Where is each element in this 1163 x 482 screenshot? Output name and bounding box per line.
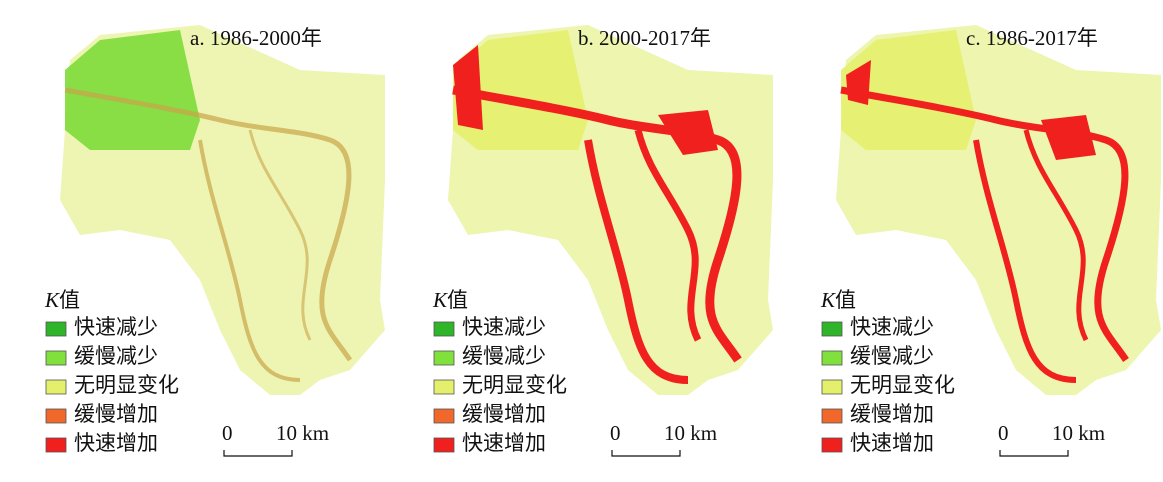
scale-end: 10 km	[1052, 421, 1105, 445]
legend-label: 缓慢减少	[850, 344, 934, 368]
scale-bar	[999, 450, 1069, 457]
legend-title: K值	[44, 288, 80, 312]
legend-swatch	[433, 321, 455, 337]
legend-swatch	[433, 408, 455, 424]
legend-swatch	[433, 437, 455, 453]
panel-title: a. 1986-2000年	[190, 26, 322, 50]
legend-label: 快速增加	[850, 431, 934, 455]
scale-bar	[223, 450, 293, 457]
legend-label: 缓慢增加	[850, 402, 934, 426]
map-a	[60, 25, 385, 395]
legend-label: 无明显变化	[462, 373, 567, 397]
legend-swatch	[45, 437, 67, 453]
legend-swatch	[821, 437, 843, 453]
scale-start: 0	[998, 421, 1009, 445]
legend-title-text: 值	[59, 288, 80, 312]
scale-end: 10 km	[664, 421, 717, 445]
scale-start: 0	[610, 421, 621, 445]
legend-label: 缓慢减少	[74, 344, 158, 368]
legend-swatch	[433, 350, 455, 366]
legend-swatch	[821, 408, 843, 424]
legend-symbol: K	[432, 288, 448, 312]
legend-title-text: 值	[835, 288, 856, 312]
legend-symbol: K	[44, 288, 60, 312]
legend-swatch	[45, 350, 67, 366]
panel-title: b. 2000-2017年	[578, 26, 711, 50]
legend-symbol: K	[820, 288, 836, 312]
legend-label: 缓慢减少	[462, 344, 546, 368]
scale-start: 0	[222, 421, 233, 445]
legend-label: 缓慢增加	[74, 402, 158, 426]
legend-title: K值	[432, 288, 468, 312]
legend-swatch	[45, 379, 67, 395]
panel-title: c. 1986-2017年	[966, 26, 1098, 50]
scale-bar	[611, 450, 681, 457]
legend-label: 快速减少	[74, 315, 158, 339]
legend-swatch	[45, 321, 67, 337]
legend-swatch	[821, 350, 843, 366]
legend-label: 无明显变化	[74, 373, 179, 397]
legend-title-text: 值	[447, 288, 468, 312]
legend-label: 缓慢增加	[462, 402, 546, 426]
legend-title: K值	[820, 288, 856, 312]
legend-label: 快速减少	[850, 315, 934, 339]
legend-label: 快速增加	[74, 431, 158, 455]
map-c	[836, 25, 1161, 395]
legend-swatch	[821, 321, 843, 337]
legend-label: 无明显变化	[850, 373, 955, 397]
legend-swatch	[433, 379, 455, 395]
legend-label: 快速增加	[462, 431, 546, 455]
map-b	[448, 25, 773, 395]
legend-label: 快速减少	[462, 315, 546, 339]
legend-swatch	[821, 379, 843, 395]
scale-end: 10 km	[276, 421, 329, 445]
legend-swatch	[45, 408, 67, 424]
